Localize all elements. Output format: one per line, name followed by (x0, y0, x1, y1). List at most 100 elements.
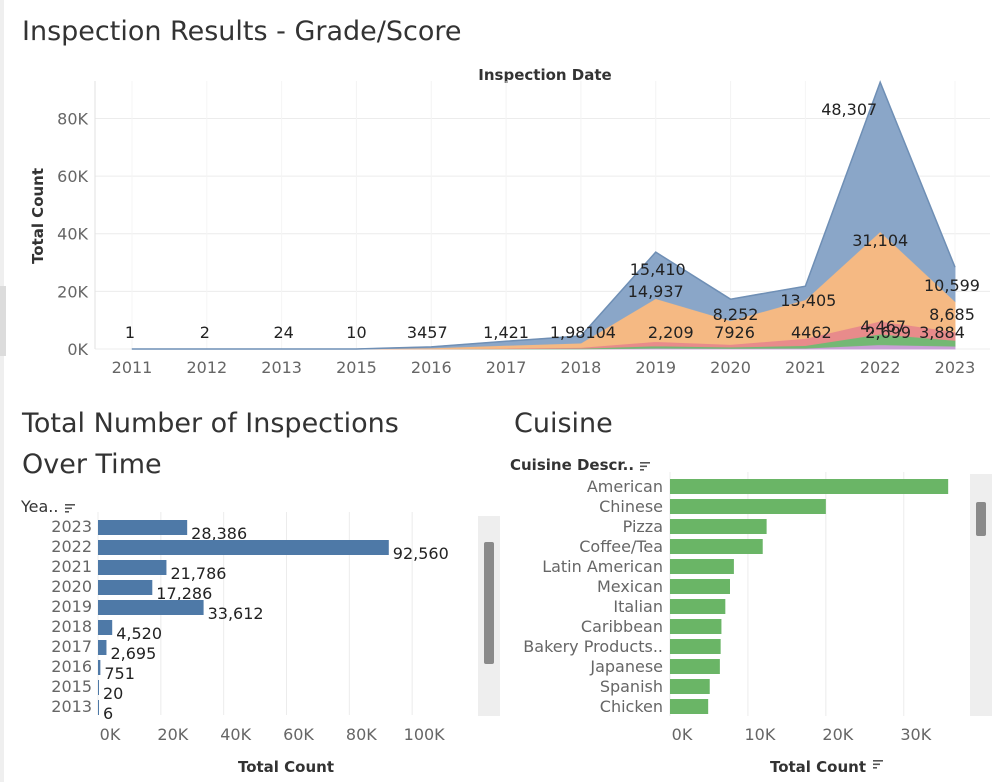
cuisine-row-header[interactable]: Cuisine Descr.. (510, 456, 651, 474)
x-tick-label: 40K (220, 725, 251, 744)
cuisine-row-label: Bakery Products.. (523, 637, 663, 656)
year-row-header-label: Yea.. (21, 497, 59, 516)
y-tick-label: 60K (57, 167, 88, 186)
area-data-label: 13,405 (780, 291, 836, 310)
year-bar-value-label: 751 (104, 664, 135, 683)
cuisine-bar (670, 619, 722, 634)
cuisine-scrollbar-thumb[interactable] (976, 502, 986, 536)
cuisine-row-label: Chinese (599, 497, 663, 516)
y-tick-label: 0K (67, 340, 88, 359)
area-data-label: 48,307 (821, 100, 877, 119)
x-tick-label: 0K (672, 725, 693, 744)
cuisine-row-label: Chicken (600, 697, 663, 716)
area-data-label: 15,410 (630, 260, 686, 279)
x-axis-title: Total Count (770, 758, 866, 776)
year-row-header[interactable]: Yea.. (21, 497, 76, 516)
area-data-label: 24 (273, 323, 293, 342)
x-tick-label: 2022 (860, 358, 901, 377)
year-bar (98, 600, 204, 615)
cuisine-bar (670, 599, 726, 614)
y-tick-label: 80K (57, 109, 88, 128)
year-bar-value-label: 28,386 (191, 524, 247, 543)
area-data-label: 3457 (407, 323, 448, 342)
total-inspections-title-line1: Total Number of Inspections (22, 408, 399, 439)
x-tick-label: 20K (822, 725, 853, 744)
year-bar (98, 580, 153, 595)
sort-icon[interactable] (639, 461, 651, 471)
year-bar-value-label: 6 (103, 704, 113, 723)
year-row-label: 2022 (51, 537, 92, 556)
year-row-label: 2017 (51, 637, 92, 656)
x-tick-label: 80K (346, 725, 377, 744)
year-bar-value-label: 20 (103, 684, 123, 703)
y-tick-label: 20K (57, 282, 88, 301)
year-row-label: 2020 (51, 577, 92, 596)
cuisine-scrollbar[interactable] (970, 474, 992, 716)
year-row-label: 2023 (51, 517, 92, 536)
total-inspections-title-line2: Over Time (22, 449, 162, 480)
year-bar-value-label: 92,560 (393, 544, 449, 563)
area-data-label: 8,685 (929, 305, 975, 324)
area-data-label: 14,937 (628, 282, 684, 301)
x-tick-label: 2021 (785, 358, 826, 377)
year-bar-value-label: 2,695 (110, 644, 156, 663)
x-tick-label: 0K (100, 725, 121, 744)
y-axis-title: Total Count (29, 168, 47, 264)
year-bar (98, 560, 167, 575)
year-bar-chart[interactable]: 0K 20K 40K 60K 80K 100K Total Count 2023 28,386 2… (0, 510, 500, 782)
x-tick-label: 2017 (486, 358, 527, 377)
year-bar (98, 660, 101, 675)
year-bar-value-label: 4,520 (116, 624, 162, 643)
cuisine-bar (670, 499, 826, 514)
cuisine-row-label: Japanese (589, 657, 663, 676)
year-bar (98, 520, 188, 535)
cuisine-bar (670, 519, 767, 534)
cuisine-bar (670, 639, 721, 654)
x-tick-label: 2023 (935, 358, 976, 377)
x-tick-label: 2013 (261, 358, 302, 377)
cuisine-title: Cuisine (514, 408, 613, 439)
cuisine-bar (670, 479, 949, 494)
inspection-results-area-chart[interactable]: Inspection Date Total Count 0K 20K 40K 60K 80K… (0, 56, 1003, 401)
x-tick-label: 60K (283, 725, 314, 744)
cuisine-bar-chart[interactable]: 0K 10K 20K 30K Total Count AmericanChinesePiz… (500, 470, 1003, 782)
year-row-label: 2018 (51, 617, 92, 636)
inspection-results-title: Inspection Results - Grade/Score (22, 16, 462, 47)
area-data-label: 2,209 (648, 323, 694, 342)
window-left-edge-tab (0, 286, 6, 356)
x-tick-label: 10K (744, 725, 775, 744)
cuisine-row-label: Latin American (542, 557, 663, 576)
window-left-edge (0, 0, 4, 782)
year-bar-value-label: 17,286 (156, 584, 212, 603)
area-data-label: 31,104 (852, 231, 908, 250)
cuisine-row-label: American (587, 477, 663, 496)
cuisine-row-label: Caribbean (581, 617, 663, 636)
area-data-label: 7926 (714, 323, 755, 342)
cuisine-bar (670, 579, 730, 594)
x-tick-label: 2016 (411, 358, 452, 377)
year-scrollbar-thumb[interactable] (484, 542, 494, 664)
year-row-label: 2013 (51, 697, 92, 716)
area-data-label: 1,421 (483, 323, 529, 342)
year-row-label: 2021 (51, 557, 92, 576)
sort-icon[interactable] (64, 503, 76, 513)
x-tick-label: 2011 (112, 358, 153, 377)
cuisine-row-label: Mexican (597, 577, 663, 596)
sort-icon (873, 760, 883, 769)
area-top-line (131, 80, 956, 350)
x-tick-label: 30K (900, 725, 931, 744)
cuisine-bar (670, 699, 709, 714)
area-data-label: 3,884 (919, 323, 965, 342)
x-tick-label: 100K (404, 725, 446, 744)
year-scrollbar[interactable] (478, 516, 500, 716)
x-tick-label: 2019 (635, 358, 676, 377)
cuisine-row-label: Pizza (623, 517, 663, 536)
area-data-label: 10,599 (924, 276, 980, 295)
year-bar-value-label: 33,612 (208, 604, 264, 623)
area-data-label: 1 (125, 323, 135, 342)
cuisine-bar (670, 559, 734, 574)
area-data-label: 4,467 (860, 317, 906, 336)
cuisine-bar (670, 659, 720, 674)
year-bar-value-label: 21,786 (170, 564, 226, 583)
area-data-label: 10 (346, 323, 366, 342)
